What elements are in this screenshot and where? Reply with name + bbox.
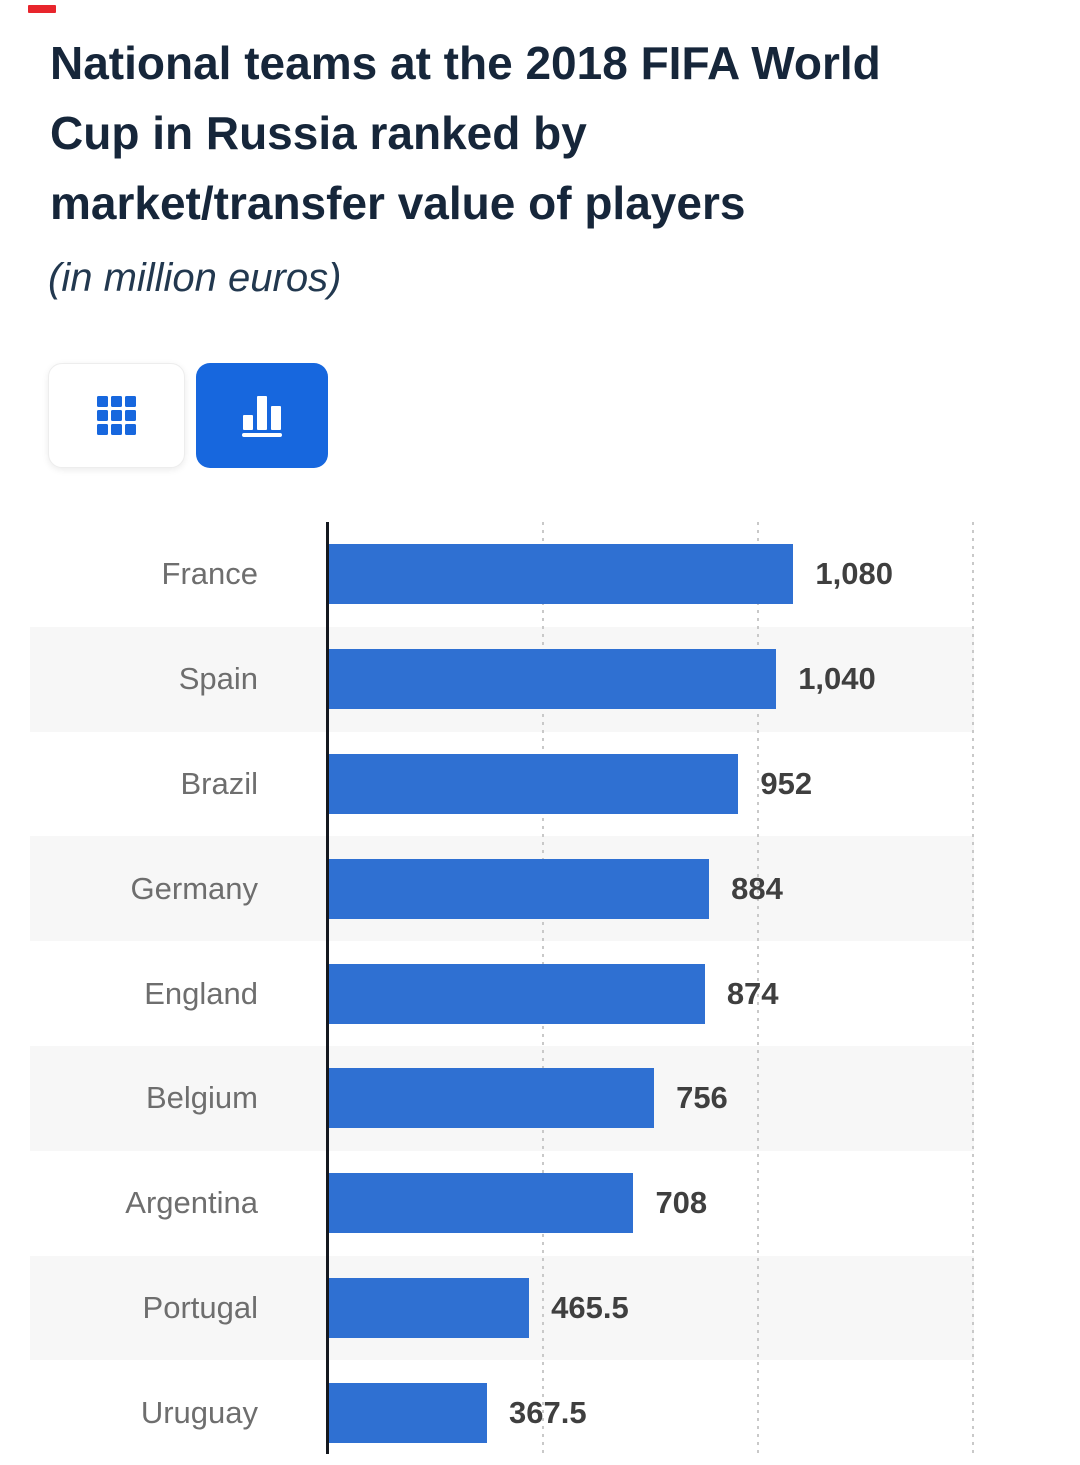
category-label: Spain — [178, 661, 258, 697]
bar-chart: France 1,080 Spain 1,040 Brazil 952 Germany 884… — [0, 522, 1080, 1454]
value-label: 1,040 — [798, 661, 876, 697]
bar[interactable] — [329, 1277, 530, 1338]
bar[interactable] — [329, 753, 739, 814]
value-label: 1,080 — [815, 556, 893, 592]
bar[interactable] — [329, 963, 705, 1024]
bar[interactable] — [329, 858, 710, 919]
grid-icon — [97, 396, 136, 435]
bar-chart-icon — [242, 395, 282, 437]
bar[interactable] — [329, 1382, 488, 1443]
chart-row: England 874 — [30, 941, 974, 1046]
bar[interactable] — [329, 1173, 634, 1234]
chart-row: Spain 1,040 — [30, 626, 974, 732]
value-label: 884 — [731, 870, 783, 906]
y-axis-line — [326, 522, 329, 1454]
chart-row: Germany 884 — [30, 836, 974, 942]
bar[interactable] — [329, 544, 794, 605]
chart-row: Portugal 465.5 — [30, 1255, 974, 1361]
category-label: France — [161, 556, 258, 592]
chart-subtitle: (in million euros) — [48, 256, 342, 300]
chart-row: Belgium 756 — [30, 1046, 974, 1151]
chart-view-button[interactable] — [196, 363, 328, 468]
gridline — [757, 522, 759, 1454]
bar[interactable] — [329, 1068, 655, 1129]
category-label: Argentina — [125, 1185, 258, 1221]
category-label: Portugal — [142, 1289, 258, 1325]
page-title-line-1: National teams at the 2018 FIFA World — [50, 37, 881, 89]
category-label: Germany — [130, 870, 258, 906]
value-label: 465.5 — [551, 1289, 629, 1325]
value-label: 367.5 — [509, 1394, 587, 1430]
red-dash-marker — [28, 5, 56, 13]
chart-row: Uruguay 367.5 — [30, 1360, 974, 1465]
value-label: 708 — [655, 1185, 708, 1221]
table-view-button[interactable] — [48, 363, 185, 468]
page-title-line-2: Cup in Russia ranked by — [50, 107, 587, 159]
chart-row: Brazil 952 — [30, 732, 974, 837]
category-label: England — [144, 975, 258, 1011]
category-label: Belgium — [146, 1080, 258, 1116]
view-toggle-toolbar — [48, 363, 328, 468]
category-label: Brazil — [180, 765, 258, 801]
chart-row: Argentina 708 — [30, 1151, 974, 1256]
value-label: 952 — [760, 765, 813, 801]
chart-row: France 1,080 — [30, 522, 974, 627]
gridline — [972, 522, 974, 1454]
bar[interactable] — [329, 649, 777, 710]
page-title: National teams at the 2018 FIFA World Cu… — [50, 28, 1040, 238]
category-label: Uruguay — [140, 1394, 258, 1430]
value-label: 756 — [676, 1080, 728, 1116]
page-title-line-3: market/transfer value of players — [50, 177, 746, 229]
value-label: 874 — [726, 975, 779, 1011]
